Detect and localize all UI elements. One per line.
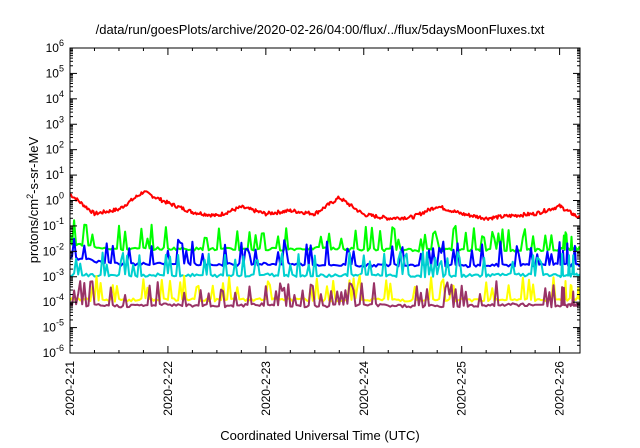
plot-frame [69, 47, 581, 354]
x-tick-label: 2020-2-24 [357, 361, 371, 416]
y-tick-label: 10-1 [43, 216, 64, 233]
y-tick-base: 10 [46, 168, 60, 182]
x-tick-label: 2020-2-26 [553, 361, 567, 416]
y-tick-base: 10 [46, 66, 60, 80]
y-tick-exponent: 1 [59, 165, 64, 175]
series-layer [70, 190, 580, 309]
y-tick-base: 10 [43, 270, 57, 284]
axis-layer: 10-610-510-410-310-210-11001011021031041… [43, 38, 580, 416]
y-tick-exponent: 6 [59, 38, 64, 48]
x-axis-label: Coordinated Universal Time (UTC) [220, 428, 420, 443]
series-line-5 [70, 280, 580, 309]
y-tick-exponent: 2 [59, 140, 64, 150]
y-tick-label: 106 [46, 38, 64, 55]
y-tick-label: 10-4 [43, 292, 64, 309]
y-tick-exponent: -3 [56, 267, 64, 277]
y-tick-base: 10 [46, 117, 60, 131]
x-tick-label: 2020-2-23 [259, 361, 273, 416]
y-tick-exponent: -2 [56, 241, 64, 251]
y-tick-exponent: 3 [59, 114, 64, 124]
y-tick-exponent: -1 [56, 216, 64, 226]
y-tick-exponent: 0 [59, 191, 64, 201]
y-tick-label: 10-5 [43, 318, 64, 335]
x-tick-label: 2020-2-22 [161, 361, 175, 416]
y-tick-label: 103 [46, 114, 64, 131]
y-tick-exponent: 4 [59, 89, 64, 99]
x-tick-label: 2020-2-21 [63, 361, 77, 416]
y-tick-label: 105 [46, 63, 64, 80]
y-tick-label: 10-6 [43, 343, 64, 360]
y-tick-label: 10-3 [43, 267, 64, 284]
y-tick-base: 10 [43, 295, 57, 309]
series-line-0 [70, 190, 580, 221]
y-tick-base: 10 [43, 346, 57, 360]
y-tick-base: 10 [46, 194, 60, 208]
y-tick-label: 100 [46, 191, 64, 208]
y-tick-exponent: -5 [56, 318, 64, 328]
y-tick-base: 10 [43, 219, 57, 233]
y-tick-label: 10-2 [43, 241, 64, 258]
series-line-1 [70, 219, 580, 253]
y-tick-base: 10 [43, 244, 57, 258]
y-tick-label: 101 [46, 165, 64, 182]
series-line-4 [70, 274, 580, 303]
y-tick-base: 10 [46, 143, 60, 157]
y-tick-exponent: -4 [56, 292, 64, 302]
chart-title: /data/run/goesPlots/archive/2020-02-26/0… [95, 22, 545, 37]
y-tick-exponent: 5 [59, 63, 64, 73]
series-line-3 [70, 250, 580, 279]
series-line-2 [70, 237, 580, 269]
y-tick-exponent: -6 [56, 343, 64, 353]
y-tick-label: 104 [46, 89, 64, 106]
y-tick-label: 102 [46, 140, 64, 157]
x-tick-label: 2020-2-25 [455, 361, 469, 416]
y-tick-base: 10 [46, 92, 60, 106]
y-tick-base: 10 [43, 321, 57, 335]
y-tick-base: 10 [46, 41, 60, 55]
